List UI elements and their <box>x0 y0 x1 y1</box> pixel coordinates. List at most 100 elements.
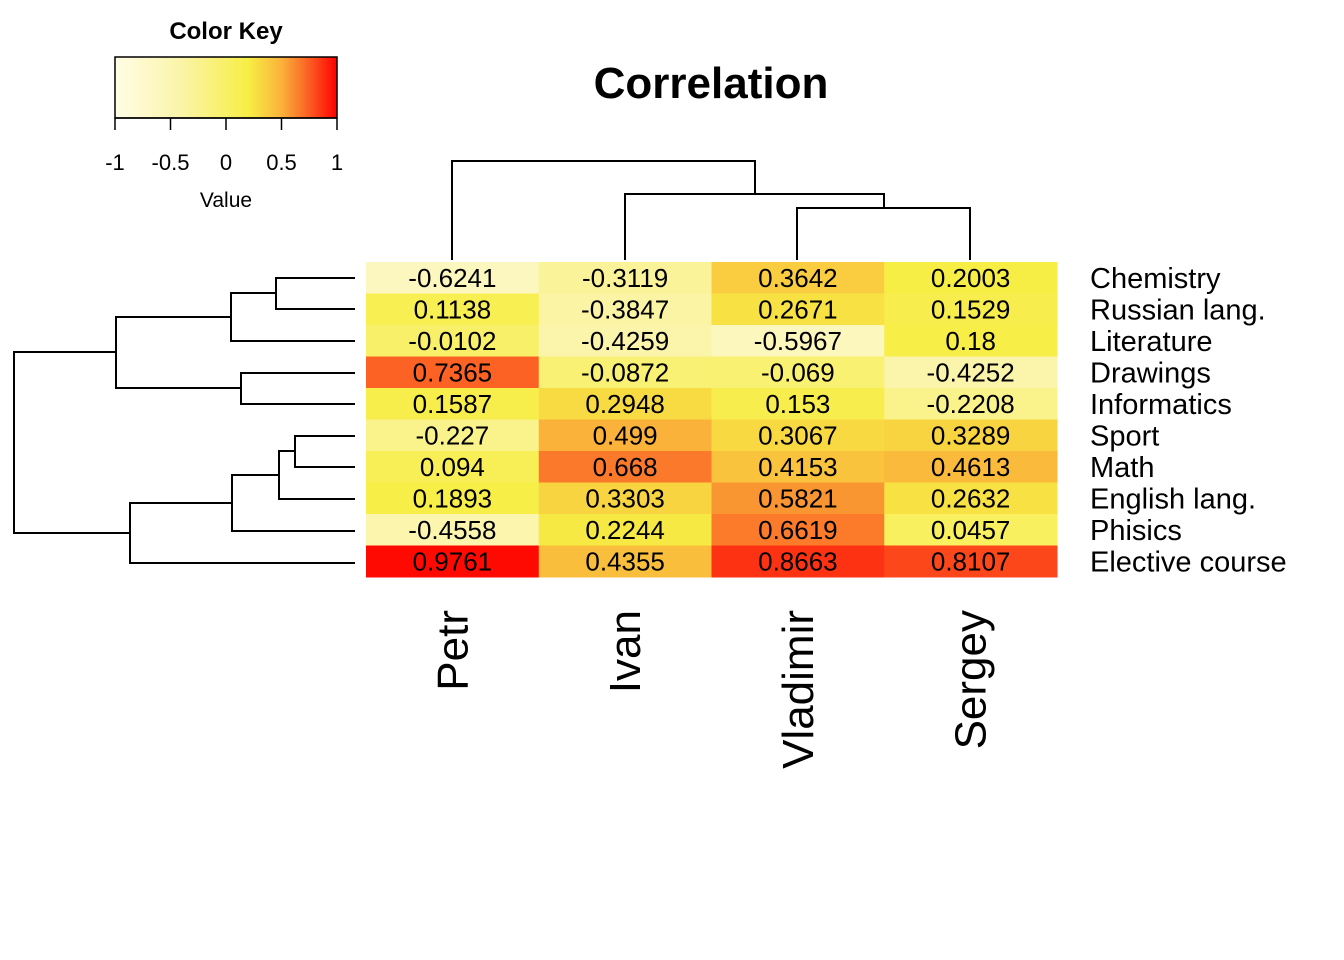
heatmap-cell-label: 0.0457 <box>931 515 1011 545</box>
heatmap-cell <box>711 419 885 452</box>
heatmap-cell-label: 0.094 <box>420 452 485 482</box>
heatmap-cell-label: -0.4259 <box>581 326 669 356</box>
heatmap-cell <box>711 356 885 389</box>
heatmap-cell-label: -0.4558 <box>408 515 496 545</box>
column-label: Petr <box>428 610 477 691</box>
heatmap-cell-label: -0.6241 <box>408 263 496 293</box>
heatmap-cell-label: 0.9761 <box>413 546 493 576</box>
heatmap-cell-label: -0.5967 <box>754 326 842 356</box>
heatmap-cell <box>884 419 1058 452</box>
heatmap-cell <box>538 482 712 515</box>
heatmap-cell <box>366 325 540 357</box>
heatmap-cell <box>366 419 540 452</box>
column-label: Ivan <box>601 610 650 693</box>
heatmap-cell <box>711 545 885 578</box>
color-key-axis: -1 -0.5 0 0.5 1 <box>105 117 343 175</box>
heatmap-cell-label: 0.1138 <box>414 294 492 324</box>
column-dendrogram <box>451 160 971 260</box>
heatmap-cell-label: 0.2244 <box>585 515 665 545</box>
heatmap-cell <box>366 451 540 483</box>
heatmap-cell-label: 0.5821 <box>758 483 838 513</box>
heatmap-cell-label: 0.7365 <box>413 357 493 387</box>
heatmap-cell <box>884 545 1058 578</box>
heatmap-cell-label: 0.499 <box>593 420 658 450</box>
color-key-tick-label: -1 <box>105 150 125 175</box>
heatmap-cell-label: 0.4613 <box>931 452 1011 482</box>
heatmap-cell <box>538 293 712 326</box>
heatmap-cell-label: 0.6619 <box>758 515 838 545</box>
heatmap-cell <box>711 514 885 546</box>
heatmap-cell <box>366 293 540 326</box>
heatmap-cell-label: 0.18 <box>945 326 996 356</box>
row-label: Elective course <box>1090 546 1287 578</box>
row-label: Drawings <box>1090 357 1211 389</box>
heatmap-cell-label: -0.0102 <box>408 326 496 356</box>
heatmap-cell <box>884 325 1058 357</box>
heatmap-cell <box>884 482 1058 515</box>
heatmap-cell <box>538 545 712 578</box>
color-key-title: Color Key <box>169 18 283 45</box>
column-dendrogram-branches <box>451 160 971 260</box>
color-key-tick-label: 0.5 <box>266 150 297 175</box>
heatmap-cell-label: -0.3119 <box>582 263 668 293</box>
heatmap-cell <box>366 356 540 389</box>
heatmap-cell <box>711 293 885 326</box>
heatmap-cell-label: 0.1587 <box>413 389 493 419</box>
heatmap-cell <box>366 514 540 546</box>
row-dendrogram <box>13 277 355 564</box>
heatmap-grid: -0.6241 -0.3119 0.3642 0.2003 0.1138 -0.3847 0… <box>366 262 1058 578</box>
heatmap-cell-label: 0.3067 <box>758 420 838 450</box>
heatmap-cell <box>711 325 885 357</box>
heatmap-cell-label: 0.4153 <box>758 452 838 482</box>
column-label: Sergey <box>947 610 996 749</box>
heatmap-cell <box>711 482 885 515</box>
heatmap-cell <box>884 451 1058 483</box>
heatmap-cell-label: 0.1529 <box>931 294 1011 324</box>
heatmap-cell-label: 0.4355 <box>585 546 665 576</box>
column-labels: Petr Ivan Vladimir Sergey <box>428 610 995 769</box>
heatmap-cell-label: 0.8107 <box>931 546 1011 576</box>
row-label: Math <box>1090 452 1154 484</box>
color-key-xlabel: Value <box>200 189 252 212</box>
heatmap-cell-label: 0.2948 <box>585 389 665 419</box>
heatmap-cell <box>366 545 540 578</box>
heatmap-cell-label: -0.4252 <box>927 357 1015 387</box>
heatmap-cell-label: 0.1893 <box>413 483 493 513</box>
heatmap-cell-label: -0.2208 <box>927 389 1015 419</box>
row-label: Phisics <box>1090 515 1182 547</box>
heatmap-cell <box>884 356 1058 389</box>
color-key-tick-label: 0 <box>220 150 232 175</box>
heatmap-cell <box>538 419 712 452</box>
heatmap-cell <box>366 388 540 420</box>
row-label: Informatics <box>1090 389 1232 421</box>
heatmap-cell-label: 0.8663 <box>758 546 838 576</box>
heatmap-cell-label: -0.0872 <box>581 357 669 387</box>
heatmap-cell-label: 0.2003 <box>931 263 1011 293</box>
heatmap-cell-label: 0.2671 <box>758 294 838 324</box>
row-label: Literature <box>1090 326 1213 358</box>
color-key: Color Key -1 -0.5 0 0.5 1 Value <box>105 18 343 212</box>
heatmap-cell <box>538 356 712 389</box>
heatmap-cell <box>538 514 712 546</box>
heatmap-cell <box>884 262 1058 294</box>
heatmap-cell-label: -0.3847 <box>581 294 669 324</box>
heatmap-cell <box>884 514 1058 546</box>
heatmap-cell <box>884 293 1058 326</box>
heatmap-cell-label: 0.3303 <box>585 483 665 513</box>
heatmap-cell <box>366 482 540 515</box>
heatmap-cell-label: 0.153 <box>765 389 830 419</box>
heatmap-cell <box>711 388 885 420</box>
heatmap-cell-label: 0.2632 <box>931 483 1011 513</box>
column-label: Vladimir <box>774 610 823 769</box>
heatmap-cell-label: -0.069 <box>761 357 835 387</box>
heatmap-cell <box>538 451 712 483</box>
heatmap-cell <box>366 262 540 294</box>
heatmap-cell-label: 0.668 <box>593 452 658 482</box>
heatmap-cell <box>884 388 1058 420</box>
heatmap-cell-label: 0.3289 <box>931 420 1011 450</box>
color-key-tick-label: -0.5 <box>152 150 190 175</box>
row-label: Sport <box>1090 420 1159 452</box>
row-dendrogram-branches <box>13 277 355 564</box>
